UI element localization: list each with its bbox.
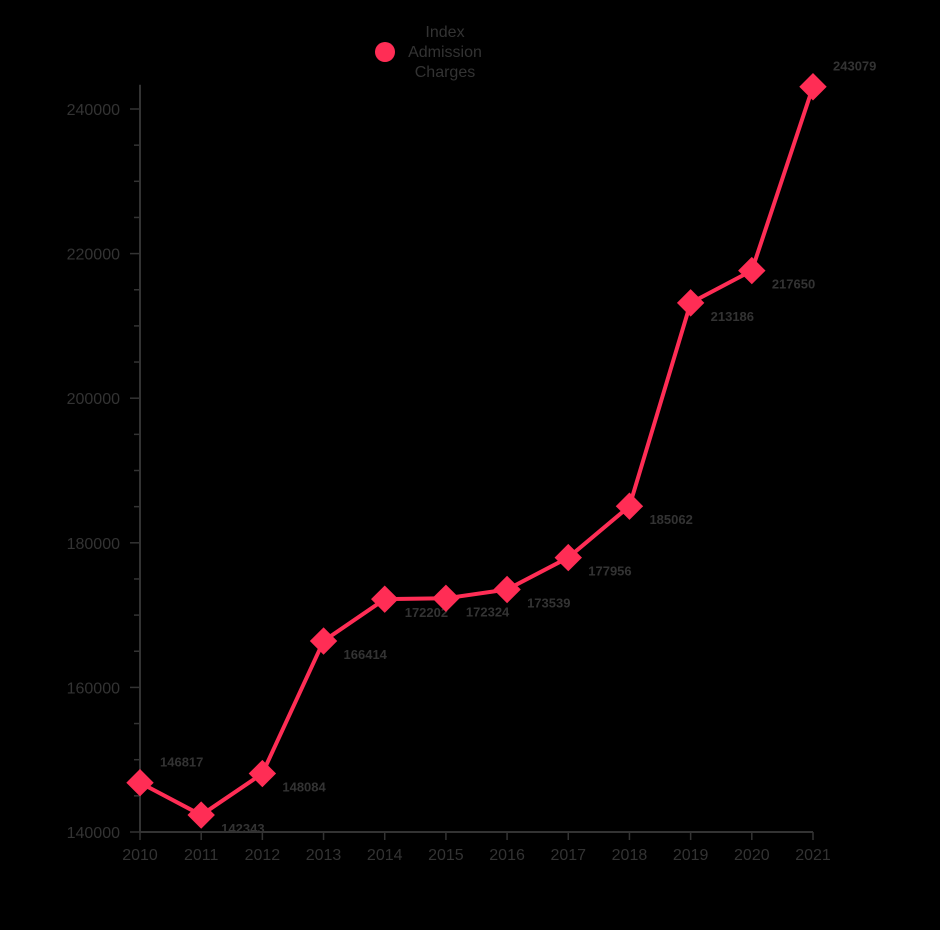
x-tick-label: 2018 [612,847,648,864]
x-tick-label: 2012 [245,847,281,864]
x-tick-label: 2014 [367,847,403,864]
data-point-marker [738,256,766,285]
x-tick-label: 2015 [428,847,464,864]
data-label: 243079 [833,59,876,74]
y-tick-label: 140000 [67,825,120,842]
data-label: 166414 [344,647,388,662]
x-tick-label: 2017 [550,847,586,864]
x-tick-label: 2013 [306,847,342,864]
data-label: 213186 [711,309,754,324]
legend-label: Admission [408,44,482,61]
legend-label: Index [425,24,464,41]
data-point-marker [676,289,705,317]
data-point-marker [371,585,399,613]
legend-label: Charges [415,64,475,81]
y-tick-label: 180000 [67,536,120,553]
y-tick-label: 220000 [67,247,120,264]
data-label: 173539 [527,596,570,611]
data-point-marker [554,543,582,572]
data-label: 142343 [221,821,264,836]
data-point-marker [187,801,215,829]
x-tick-label: 2019 [673,847,709,864]
data-label: 185062 [649,512,692,527]
data-point-marker [248,759,277,788]
legend: Index Admission Charges [375,24,482,81]
data-label: 177956 [588,564,631,579]
series-layer: 146817 142343 148084 166414 172202 172324 1735… [126,59,876,836]
data-label: 172202 [405,605,448,620]
data-label: 148084 [282,780,326,795]
series-line [138,84,815,818]
y-tick-label: 240000 [67,102,120,119]
data-label: 217650 [772,277,815,292]
y-tick-label: 160000 [67,680,120,697]
x-tick-label: 2010 [122,847,158,864]
x-tick-label: 2021 [795,847,831,864]
x-tick-label: 2011 [184,847,219,864]
axes: 140000 160000 180000 200000 220000 240000 2010… [67,84,831,864]
data-point-marker [799,73,827,101]
legend-marker [375,42,395,62]
data-point-marker [432,584,460,613]
data-point-marker [126,769,154,797]
data-point-marker [309,627,338,655]
data-label: 172324 [466,604,510,619]
data-point-marker [615,492,644,520]
data-point-marker [493,575,521,604]
x-tick-label: 2020 [734,847,770,864]
x-tick-label: 2016 [489,847,525,864]
y-tick-label: 200000 [67,391,120,408]
data-label: 146817 [160,755,203,770]
